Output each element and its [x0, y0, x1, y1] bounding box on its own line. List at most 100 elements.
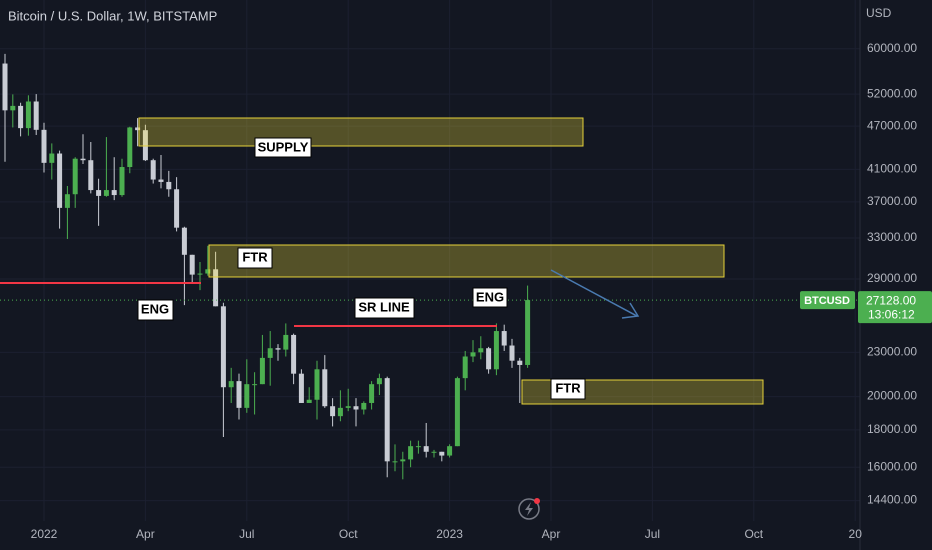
annotation: SUPPLY: [258, 139, 309, 154]
label-box: [472, 287, 508, 308]
candle-body: [283, 334, 289, 350]
candle-body: [181, 227, 187, 255]
y-tick-label: 37000.00: [867, 194, 917, 208]
candle-body: [236, 381, 242, 408]
candle-body: [18, 105, 24, 129]
candle-body: [158, 179, 164, 182]
x-tick-label: Jul: [645, 527, 660, 541]
label-box: [254, 137, 312, 158]
arrow-head: [621, 302, 640, 319]
price-label: 27128.00: [866, 293, 916, 307]
x-tick-label: Jul: [239, 527, 254, 541]
candle-body: [330, 406, 336, 417]
x-tick-label: 2022: [31, 527, 58, 541]
candle-body: [470, 352, 476, 357]
candle-body: [142, 130, 148, 161]
candle-body: [57, 153, 63, 208]
icon-bolt: [525, 502, 533, 516]
annotation: FTR: [555, 380, 581, 395]
candle-body: [103, 190, 109, 196]
candle-body: [72, 158, 78, 195]
candle-body: [111, 190, 117, 196]
candle-body: [376, 378, 382, 385]
candle-body: [439, 451, 445, 456]
candle-body: [361, 402, 367, 410]
arrow: [550, 269, 638, 317]
countdown: 13:06:12: [868, 307, 915, 321]
candle-body: [127, 127, 133, 168]
y-tick-label: 14400.00: [867, 493, 917, 507]
axis-labels: 60000.00 52000.00 47000.00 41000.00 37000.00…: [31, 41, 932, 541]
candle-body: [205, 269, 211, 274]
y-tick-label: 16000.00: [867, 459, 917, 473]
label-box: [237, 247, 273, 269]
y-tick-label: 33000.00: [867, 230, 917, 244]
candle-body: [64, 194, 70, 208]
candle-body: [213, 269, 219, 307]
candle-body: [337, 407, 343, 417]
supply-zone: [138, 117, 584, 147]
candle-body: [486, 348, 492, 370]
y-tick-label: 41000.00: [867, 162, 917, 176]
annotation: ENG: [141, 301, 169, 316]
candle-body: [384, 378, 390, 462]
candle-body: [306, 399, 312, 403]
annotation: FTR: [242, 249, 268, 264]
candle-body: [423, 446, 429, 452]
candle-body: [10, 105, 16, 111]
candle-body: [166, 181, 172, 190]
candle-body: [275, 348, 281, 350]
x-tick-label: Apr: [542, 527, 561, 541]
candle-body: [252, 384, 258, 386]
ftr-zone: [208, 244, 725, 278]
candle-body: [462, 356, 468, 379]
candle-body: [509, 345, 515, 361]
drawings: SUPPLY FTR FTR ENG ENG SR LINE: [0, 117, 764, 405]
x-tick-label: 2023: [436, 527, 463, 541]
candle-body: [314, 369, 320, 400]
y-tick-label: 60000.00: [867, 41, 917, 55]
candle-body: [447, 446, 453, 456]
candle-body: [96, 190, 102, 196]
candle-body: [400, 459, 406, 462]
candle-body: [517, 360, 523, 365]
x-tick-label: Apr: [136, 527, 155, 541]
candle-body: [25, 101, 31, 129]
candle-body: [119, 167, 125, 196]
candle-body: [189, 254, 195, 275]
candle-body: [369, 384, 375, 403]
x-tick-label: Oct: [339, 527, 358, 541]
candle-body: [174, 189, 180, 228]
y-tick-label: 23000.00: [867, 345, 917, 359]
label-box: [354, 297, 415, 319]
symbol-label: BTCUSD: [804, 295, 850, 307]
candle-body: [197, 273, 203, 275]
candle-body: [2, 63, 8, 111]
price-axis: [860, 0, 932, 550]
candle-body: [408, 446, 414, 460]
candle-body: [150, 160, 156, 180]
candle-body: [478, 348, 484, 353]
candle-body: [267, 348, 273, 358]
label-box: [137, 299, 174, 321]
y-tick-label: 52000.00: [867, 86, 917, 100]
candle-body: [244, 384, 250, 408]
candle-body: [345, 406, 351, 408]
icon-ring: [518, 498, 540, 520]
chart-title: Bitcoin / U.S. Dollar, 1W, BITSTAMP: [8, 8, 217, 23]
label-box: [550, 378, 586, 400]
symbol-tag: [800, 291, 855, 310]
candle-body: [525, 300, 531, 365]
candle-body: [298, 373, 304, 403]
annotation: SR LINE: [358, 299, 410, 314]
y-tick-label: 18000.00: [867, 422, 917, 436]
y-tick-label: 20000.00: [867, 389, 917, 403]
x-tick-label: 20: [849, 527, 863, 541]
replay-icon[interactable]: [518, 498, 540, 520]
candle-body: [220, 306, 226, 388]
candle-body: [41, 129, 47, 163]
y-tick-label: 29000.00: [867, 271, 917, 285]
candle-body: [392, 461, 398, 463]
